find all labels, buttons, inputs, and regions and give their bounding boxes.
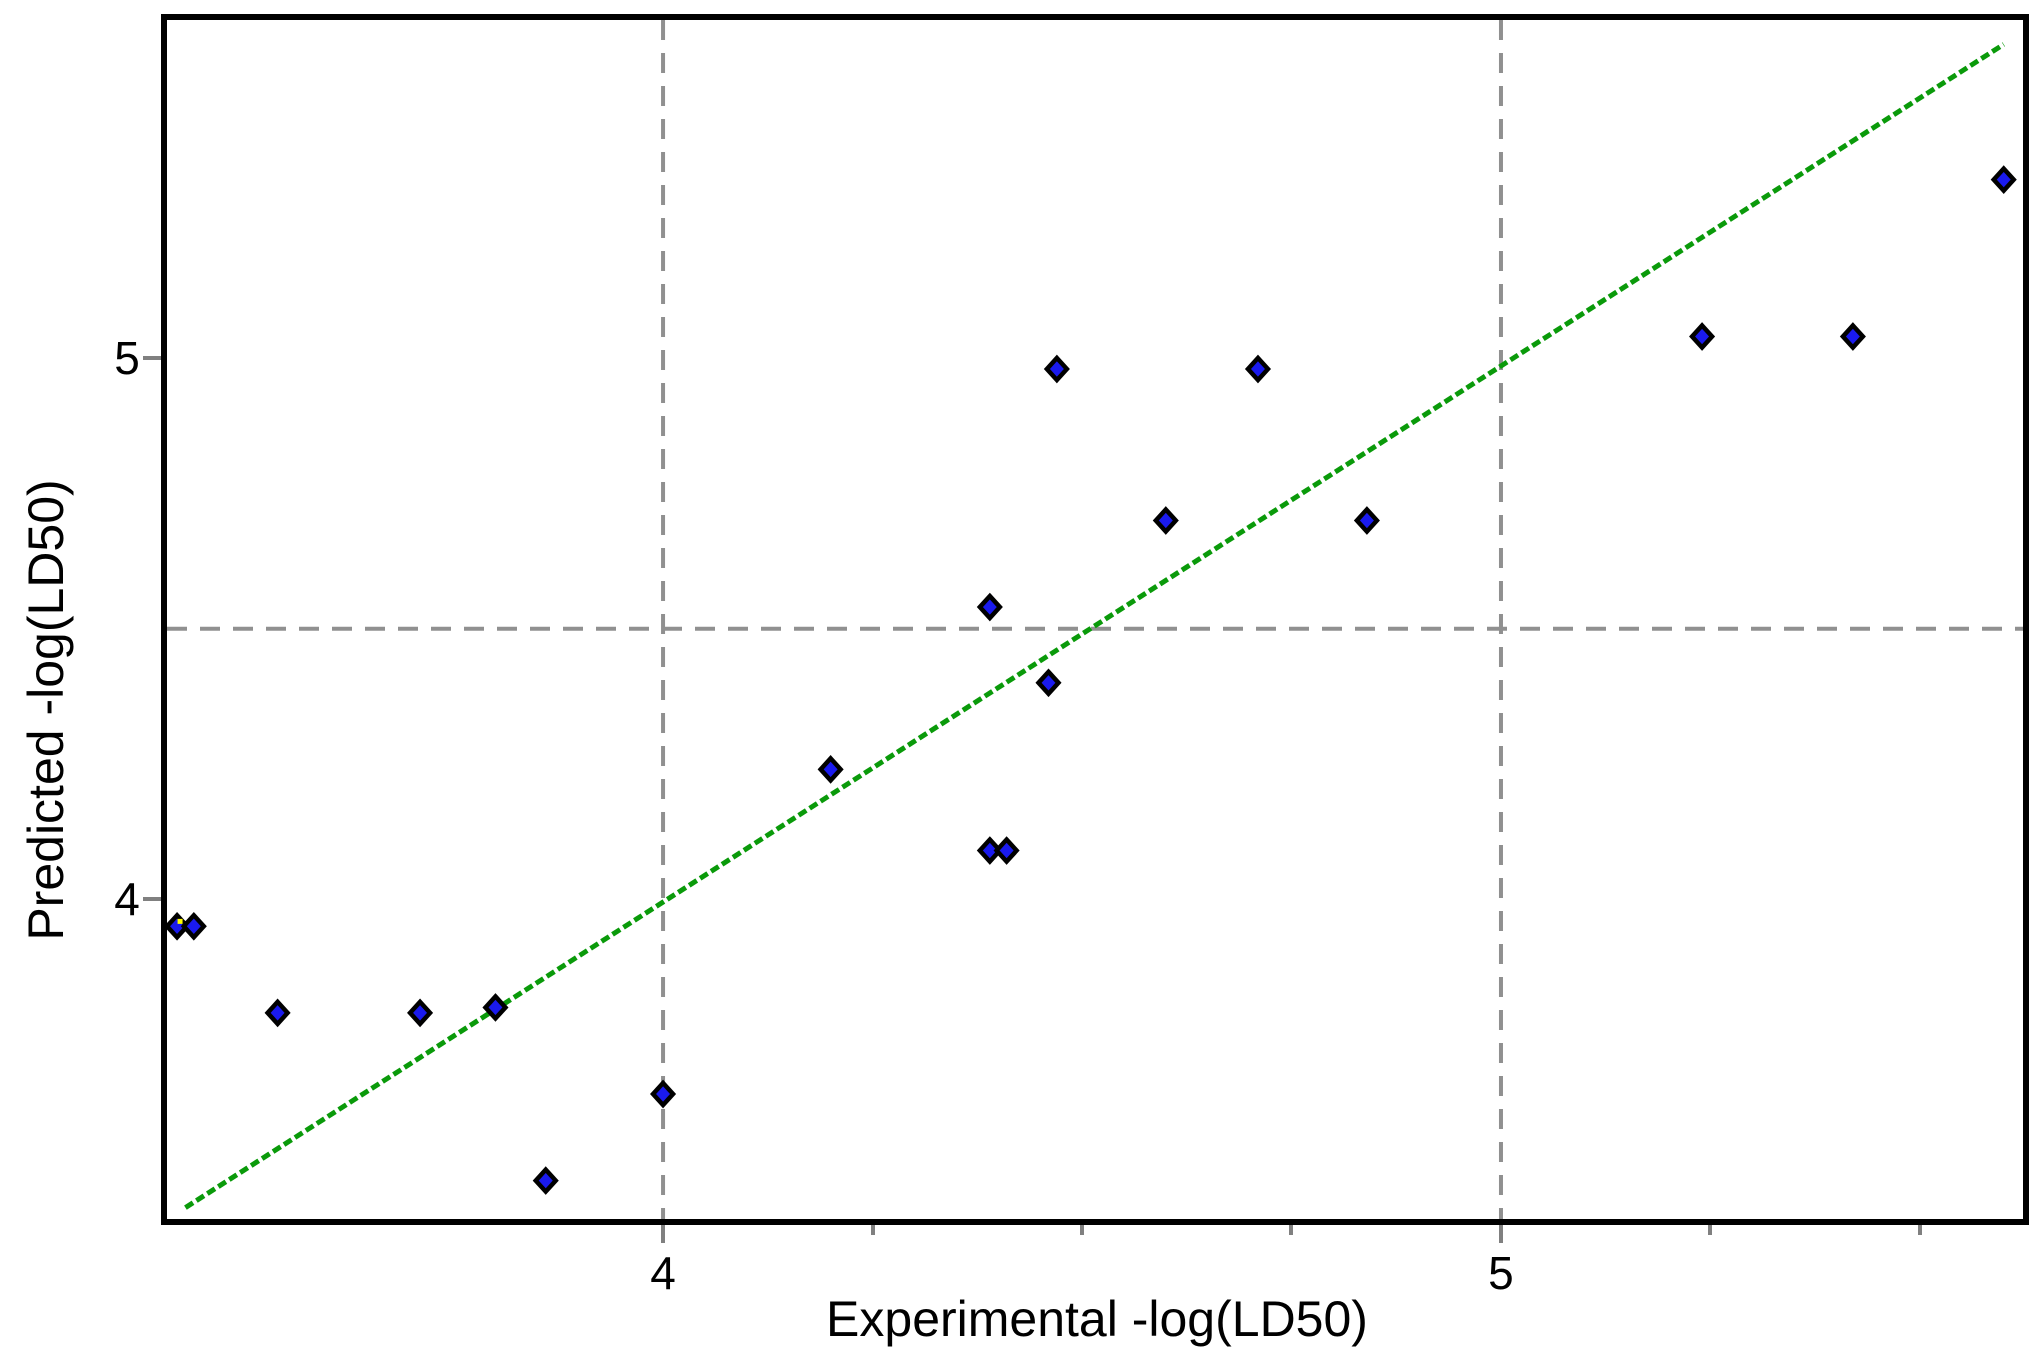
y-axis-tick-label: 4 [114, 873, 140, 926]
data-point [1043, 354, 1070, 384]
x-axis-title: Experimental -log(LD50) [826, 1291, 1368, 1347]
regression-line [184, 42, 2006, 1210]
data-point [1353, 506, 1380, 535]
x-axis-tick-label: 4 [650, 1247, 676, 1299]
data-point [1244, 354, 1272, 384]
y-axis-major-tick [143, 897, 161, 902]
x-axis-minor-tick [1289, 1225, 1294, 1235]
y-axis-tick-label: 5 [114, 332, 140, 385]
x-axis-major-tick [1498, 1225, 1503, 1243]
plot-area [161, 14, 2029, 1225]
data-point [1689, 322, 1716, 351]
data-point [407, 998, 434, 1028]
data-point [264, 998, 291, 1028]
data-point [976, 836, 1003, 865]
data-point [1839, 322, 1866, 351]
x-axis-minor-tick [870, 1225, 875, 1235]
data-point [993, 836, 1020, 865]
data-point [532, 1166, 559, 1195]
data-point [180, 911, 207, 941]
data-point [817, 755, 844, 784]
artifact-pixel [177, 918, 183, 924]
data-point [1990, 165, 2017, 194]
data-point [1035, 668, 1062, 698]
x-axis-minor-tick [1917, 1225, 1922, 1235]
plot-canvas [167, 20, 2023, 1219]
x-axis-minor-tick [1708, 1225, 1713, 1235]
x-axis-tick-label: 5 [1488, 1247, 1514, 1299]
x-axis-minor-tick [1080, 1225, 1084, 1235]
y-axis-major-tick [143, 356, 161, 361]
y-axis-title: Predicted -log(LD50) [18, 479, 74, 941]
x-axis-major-tick [661, 1225, 666, 1243]
data-point [976, 592, 1003, 622]
data-point [650, 1079, 677, 1109]
data-point [1152, 506, 1179, 535]
data-point [482, 993, 509, 1022]
